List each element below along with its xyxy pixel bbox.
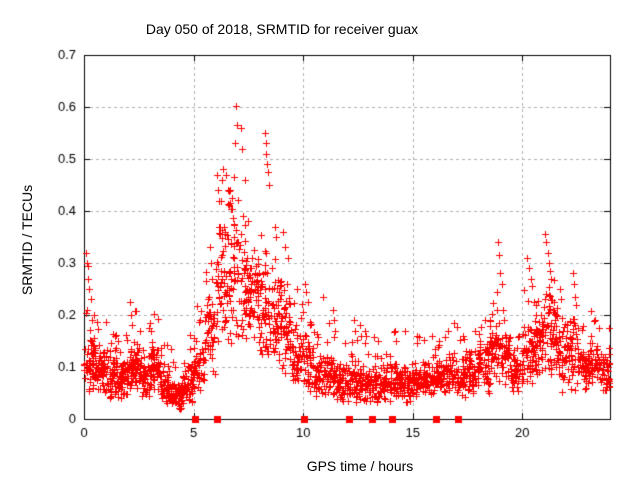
chart-title: Day 050 of 2018, SRMTID for receiver gua… bbox=[145, 21, 419, 37]
y-axis-label: SRMTID / TECUs bbox=[19, 184, 35, 296]
x-axis-label: GPS time / hours bbox=[306, 458, 414, 474]
